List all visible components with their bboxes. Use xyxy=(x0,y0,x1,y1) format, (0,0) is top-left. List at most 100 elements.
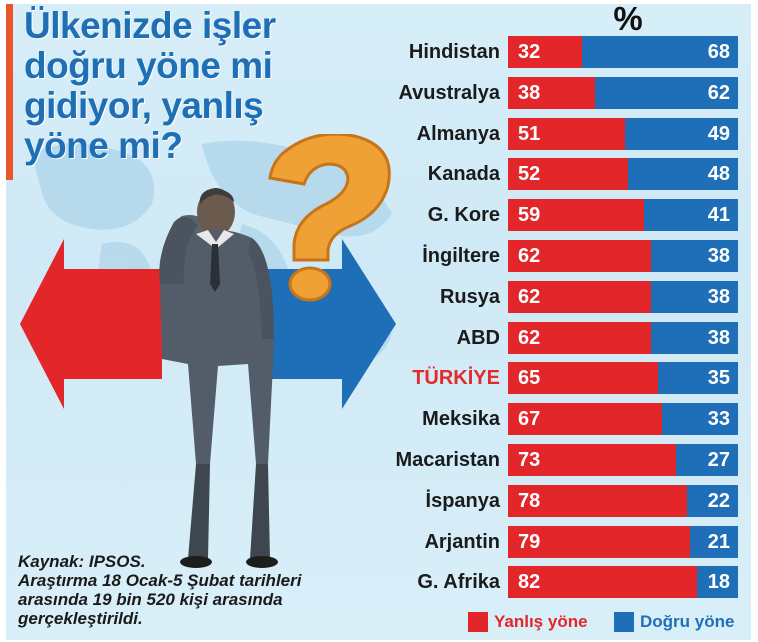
bar: 82 18 xyxy=(508,566,738,599)
bar-segment-right xyxy=(657,362,738,395)
bar-segment-wrong xyxy=(508,362,658,395)
bar: 38 62 xyxy=(508,76,738,109)
data-label-right: 38 xyxy=(707,326,730,349)
data-label-wrong: 62 xyxy=(518,245,541,267)
legend-label-wrong: Yanlış yöne xyxy=(494,612,588,631)
bar: 65 35 xyxy=(508,362,738,395)
legend-item-right: Doğru yöne xyxy=(614,610,750,634)
legend-label-right: Doğru yöne xyxy=(640,612,735,631)
data-label-right: 35 xyxy=(707,367,730,390)
title-line: Ülkenizde işler xyxy=(24,5,276,46)
category-label: G. Kore xyxy=(427,204,500,227)
chart-row: G. Kore 59 41 xyxy=(300,199,750,232)
illustration xyxy=(20,134,396,568)
data-label-wrong: 32 xyxy=(518,41,541,63)
accent-bar xyxy=(6,4,13,180)
data-label-right: 41 xyxy=(707,204,730,227)
chart-row: Meksika 67 33 xyxy=(300,403,750,436)
data-label-wrong: 59 xyxy=(518,204,541,227)
bar-segment-wrong xyxy=(508,158,628,191)
chart-row: İngiltere 62 38 xyxy=(300,240,750,272)
data-label-wrong: 79 xyxy=(518,530,541,553)
title-line: gidiyor, yanlış xyxy=(24,85,264,126)
category-label: G. Afrika xyxy=(417,571,500,594)
data-label-right: 27 xyxy=(707,449,730,471)
data-label-right: 33 xyxy=(707,408,730,431)
bar-segment-right xyxy=(643,199,738,232)
legend-item-wrong: Yanlış yöne xyxy=(468,610,598,634)
chart-row: Arjantin 79 21 xyxy=(300,525,750,558)
chart-row: Kanada 52 48 xyxy=(300,158,750,191)
data-label-wrong: 62 xyxy=(518,285,541,308)
category-label: Hindistan xyxy=(408,41,500,63)
source-note: Kaynak: IPSOS. Araştırma 18 Ocak-5 Şubat… xyxy=(18,552,378,628)
category-label: Avustralya xyxy=(398,81,500,104)
data-label-wrong: 38 xyxy=(518,81,541,104)
bar-segment-right xyxy=(581,36,738,68)
data-label-right: 38 xyxy=(707,285,730,308)
bar: 79 21 xyxy=(508,525,738,558)
category-label: Meksika xyxy=(422,408,500,431)
bar: 52 48 xyxy=(508,158,738,191)
bar-segment-right xyxy=(689,525,738,558)
legend-swatch-wrong xyxy=(468,612,488,632)
left-arrow-icon xyxy=(20,239,162,409)
bar-segment-right xyxy=(675,444,738,476)
data-label-right: 22 xyxy=(707,489,730,512)
data-label-wrong: 78 xyxy=(518,489,541,512)
category-label: Macaristan xyxy=(395,449,501,471)
category-label: Rusya xyxy=(439,285,500,308)
chart-row: Rusya 62 38 xyxy=(300,280,750,313)
stacked-bar-chart: Hindistan 32 68 Avustralya 38 62 Almanya 51 49 Ka… xyxy=(300,36,750,608)
chart-row: G. Afrika 82 18 xyxy=(300,566,750,599)
category-label: İngiltere xyxy=(422,245,500,267)
chart-row: ABD 62 38 xyxy=(300,321,750,354)
thinking-man-illustration xyxy=(159,188,278,568)
bar-segment-wrong xyxy=(508,444,676,476)
data-label-right: 21 xyxy=(707,530,730,553)
category-label: ABD xyxy=(456,326,500,349)
category-label: Almanya xyxy=(416,122,500,145)
source-line: gerçekleştirildi. xyxy=(18,609,143,628)
bar: 51 49 xyxy=(508,117,738,150)
bar-segment-wrong xyxy=(508,36,582,68)
source-line: arasında 19 bin 520 kişi arasında xyxy=(18,590,283,609)
bar-segment-wrong xyxy=(508,484,688,517)
page-title: Ülkenizde işler doğru yöne mi gidiyor, y… xyxy=(24,6,324,166)
bar-segment-right xyxy=(595,76,738,109)
bar: 73 27 xyxy=(508,444,738,476)
bar-segment-right xyxy=(625,117,738,150)
data-label-wrong: 51 xyxy=(518,122,541,145)
data-label-right: 18 xyxy=(707,571,730,594)
chart-row: Almanya 51 49 xyxy=(300,117,750,150)
bar-segment-wrong xyxy=(508,525,690,558)
bar-segment-wrong xyxy=(508,199,644,232)
bar: 67 33 xyxy=(508,403,738,436)
bar-segment-wrong xyxy=(508,117,626,150)
bar-segment-wrong xyxy=(508,280,651,313)
bar: 32 68 xyxy=(508,36,738,68)
question-mark-icon xyxy=(268,134,391,302)
chart-row: Hindistan 32 68 xyxy=(300,36,750,68)
category-label: TÜRKİYE xyxy=(412,367,500,390)
data-label-right: 49 xyxy=(707,122,730,145)
bar-segment-right xyxy=(650,240,738,272)
data-label-right: 38 xyxy=(707,245,730,267)
data-label-wrong: 62 xyxy=(518,326,541,349)
legend: Yanlış yöne Doğru yöne xyxy=(468,610,750,634)
bar: 78 22 xyxy=(508,484,738,517)
category-label: Arjantin xyxy=(424,530,500,553)
bar: 59 41 xyxy=(508,199,738,232)
bar-segment-right xyxy=(627,158,738,191)
source-line: Kaynak: IPSOS. xyxy=(18,552,146,571)
bar: 62 38 xyxy=(508,321,738,354)
chart-row: Avustralya 38 62 xyxy=(300,76,750,109)
bar-segment-right xyxy=(662,403,738,436)
data-label-right: 62 xyxy=(707,81,730,104)
bar-segment-right xyxy=(650,280,738,313)
data-label-wrong: 82 xyxy=(518,571,541,594)
data-label-wrong: 65 xyxy=(518,367,541,390)
bar-segment-wrong xyxy=(508,76,596,109)
bar-segment-wrong xyxy=(508,403,663,436)
